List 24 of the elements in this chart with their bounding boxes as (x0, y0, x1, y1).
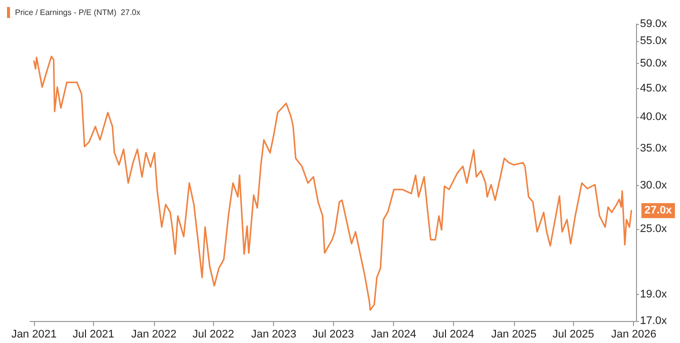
y-tick-label: 55.0x (640, 34, 668, 47)
y-tick-label: 17.0x (640, 315, 668, 327)
y-tick-label: 30.0x (640, 179, 668, 192)
y-tick-label: 45.0x (640, 82, 668, 95)
y-tick-label: 50.0x (640, 58, 668, 70)
y-tick-label: 59.0x (640, 18, 668, 30)
x-tick-label: Jul 2025 (552, 328, 594, 340)
y-tick-label: 35.0x (640, 142, 668, 155)
x-tick-label: Jan 2023 (251, 328, 296, 340)
x-tick-label: Jul 2021 (72, 328, 114, 340)
line-series (33, 56, 632, 311)
x-tick-label: Jan 2021 (11, 328, 57, 340)
x-tick-label: Jan 2025 (491, 328, 536, 340)
x-tick-label: Jul 2022 (192, 328, 234, 340)
y-tick-label: 40.0x (640, 110, 668, 123)
y-tick-label: 19.0x (640, 288, 668, 300)
x-tick-label: Jul 2024 (432, 328, 474, 340)
x-tick-label: Jul 2023 (312, 328, 354, 340)
y-tick-label: 25.0x (640, 222, 668, 235)
annotation: 27.0x (644, 204, 673, 217)
x-tick-label: Jan 2026 (611, 328, 656, 340)
x-tick-label: Jan 2022 (131, 328, 176, 340)
x-tick-label: Jan 2024 (370, 328, 416, 340)
legend-label: Price / Earnings - P/E (NTM) 27.0x (15, 8, 140, 17)
